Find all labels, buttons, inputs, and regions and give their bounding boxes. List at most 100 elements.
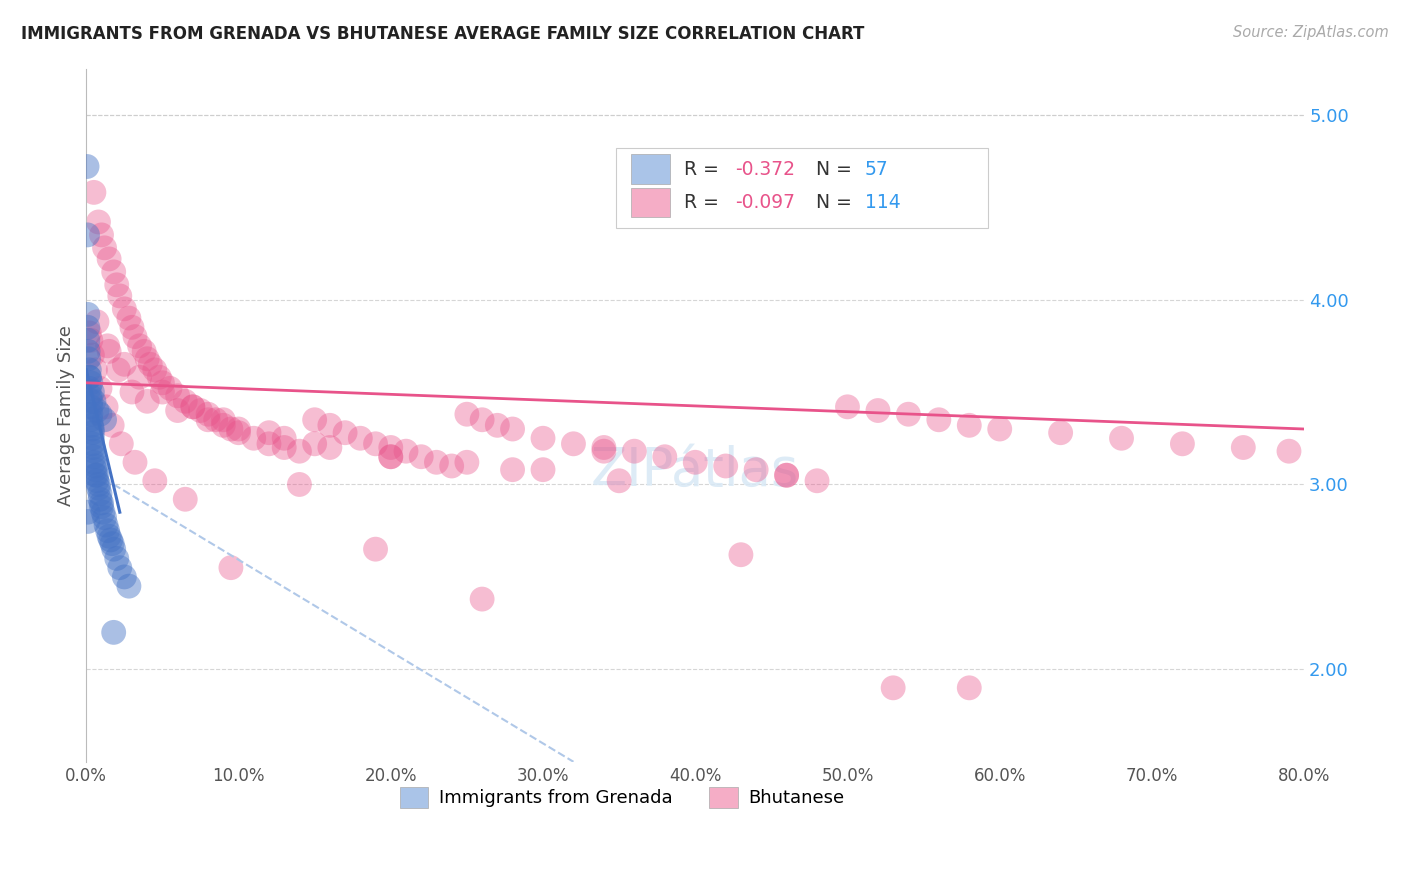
Point (108, 560, 131, 574)
Point (80, 400, 103, 414)
Point (128, 339, 150, 353)
Point (108, 289, 131, 303)
Point (837, 400, 859, 414)
Point (174, 394, 197, 409)
Point (77, 344, 100, 359)
Point (90, 227, 112, 242)
Point (84, 363, 107, 377)
Point (190, 403, 212, 417)
Point (806, 474, 828, 488)
Point (897, 407, 920, 421)
Point (745, 463, 768, 477)
Y-axis label: Average Family Size: Average Family Size (58, 325, 75, 506)
Point (319, 418, 342, 433)
Point (380, 450, 402, 464)
Point (1111, 431, 1133, 445)
Point (380, 441, 402, 455)
Text: N =: N = (815, 160, 858, 178)
FancyBboxPatch shape (631, 154, 669, 184)
Point (471, 413, 494, 427)
Point (304, 437, 326, 451)
Point (103, 625, 125, 640)
Point (197, 413, 219, 427)
Point (76, 333, 98, 347)
Point (273, 431, 295, 445)
Point (349, 431, 371, 445)
Point (83, 455, 105, 469)
Point (730, 548, 752, 562)
Point (118, 579, 141, 593)
Point (607, 474, 630, 488)
Point (152, 376, 174, 390)
Point (134, 344, 156, 359)
Point (531, 463, 554, 477)
Point (882, 681, 904, 695)
Point (957, 681, 980, 695)
Point (86, 315, 108, 329)
Point (775, 468, 797, 483)
Point (87, 477, 110, 491)
Point (87, 215, 110, 229)
Point (103, 542, 125, 557)
Point (928, 413, 950, 427)
Point (623, 444, 645, 458)
Point (159, 381, 181, 395)
Point (90, 500, 112, 514)
Point (97, 524, 120, 538)
Point (242, 431, 264, 445)
Point (380, 450, 402, 464)
Point (79, 389, 101, 403)
Point (84, 468, 107, 483)
Point (471, 592, 494, 607)
Point (683, 455, 706, 469)
Point (304, 413, 326, 427)
Point (107, 363, 129, 377)
Point (80, 333, 103, 347)
Point (288, 444, 311, 458)
Point (593, 441, 616, 455)
Point (82, 385, 104, 400)
Point (988, 422, 1011, 436)
Point (486, 418, 509, 433)
Point (82, 437, 104, 451)
Point (288, 477, 311, 491)
Point (456, 407, 478, 421)
Point (80, 407, 103, 421)
Point (83, 186, 105, 200)
Point (83, 450, 105, 464)
Point (112, 301, 135, 316)
Point (395, 444, 418, 458)
Point (212, 418, 235, 433)
Point (76, 515, 98, 529)
Text: N =: N = (815, 193, 858, 211)
Text: ZIPátlas: ZIPátlas (591, 444, 800, 497)
Point (90, 496, 112, 510)
Point (79, 370, 101, 384)
Point (136, 394, 159, 409)
Point (181, 400, 204, 414)
Point (273, 441, 295, 455)
Text: R =: R = (685, 160, 725, 178)
Point (93, 241, 115, 255)
Point (440, 458, 463, 473)
Point (319, 441, 342, 455)
Point (531, 431, 554, 445)
Point (76, 227, 98, 242)
Point (181, 400, 204, 414)
Legend: Immigrants from Grenada, Bhutanese: Immigrants from Grenada, Bhutanese (392, 780, 852, 815)
Point (103, 265, 125, 279)
Point (228, 425, 250, 440)
Point (82, 422, 104, 436)
Point (502, 463, 524, 477)
Point (775, 468, 797, 483)
Point (110, 437, 132, 451)
Point (98, 252, 121, 266)
Point (866, 403, 889, 417)
Point (80, 376, 103, 390)
Point (121, 320, 143, 334)
Point (79, 370, 101, 384)
Point (219, 422, 242, 436)
Point (83, 394, 105, 409)
Point (121, 385, 143, 400)
Point (86, 403, 108, 417)
